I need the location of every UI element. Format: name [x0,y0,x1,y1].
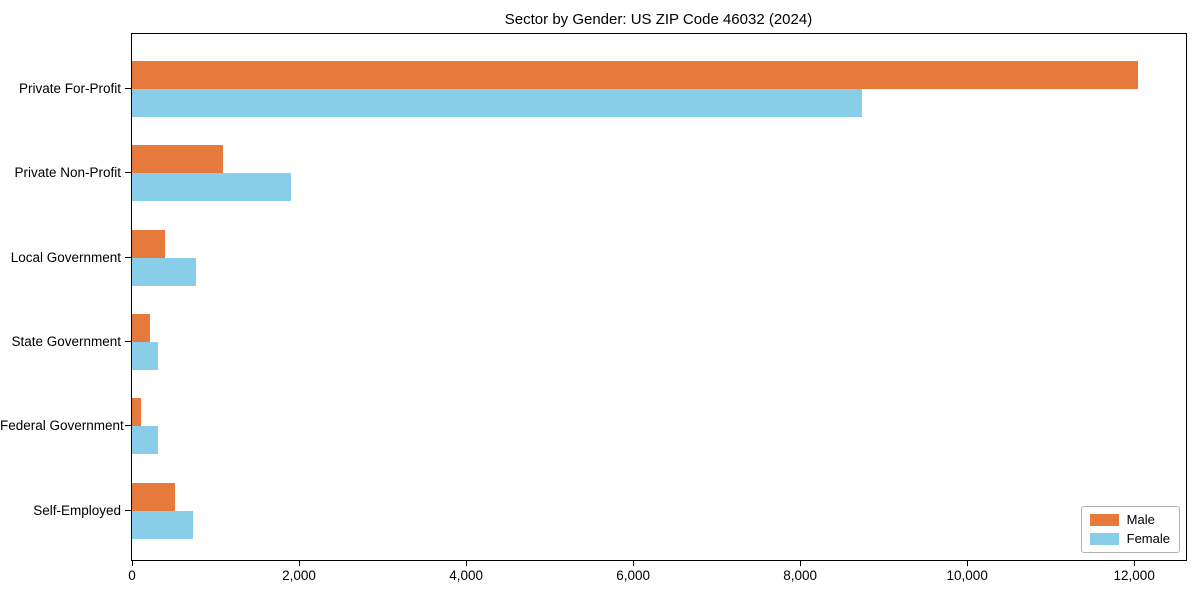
bar-female-federal-government [132,426,159,454]
x-tick-mark [633,561,635,566]
bar-female-state-government [132,342,158,370]
bar-female-private-non-profit [132,173,291,201]
x-tick-mark [132,561,133,566]
y-tick-mark [125,341,131,342]
x-tick-mark [967,561,969,566]
bar-male-local-government [132,230,166,258]
x-tick-label-12000: 12,000 [1113,568,1155,583]
legend: Male Female [1080,506,1180,553]
legend-item-female: Female [1089,531,1170,546]
x-tick-label-6000: 6,000 [616,568,650,583]
legend-item-male: Male [1089,512,1170,527]
x-tick-mark [1134,561,1136,566]
x-tick-label-10000: 10,000 [946,568,988,583]
legend-label-female: Female [1126,531,1170,546]
male-swatch-icon [1089,514,1119,526]
bar-male-federal-government [132,398,141,426]
bar-female-local-government [132,258,197,286]
y-tick-mark [125,257,131,258]
y-tick-mark [125,172,131,173]
bar-female-private-for-profit [132,89,862,117]
x-tick-mark [299,561,300,566]
bar-male-self-employed [132,483,176,511]
x-tick-label-4000: 4,000 [449,568,483,583]
bar-male-private-for-profit [132,61,1138,89]
y-tick-label-state-government: State Government [11,334,121,349]
bar-male-private-non-profit [132,145,223,173]
y-tick-label-self-employed: Self-Employed [33,503,121,518]
x-tick-label-0: 0 [128,568,136,583]
bar-male-state-government [132,314,151,342]
chart-title: Sector by Gender: US ZIP Code 46032 (202… [504,11,813,28]
y-tick-label-federal-government: Federal Government [0,418,124,433]
y-tick-label-local-government: Local Government [10,250,121,265]
plot-area: Male Female [131,33,1187,561]
bar-female-self-employed [132,511,193,539]
x-tick-label-8000: 8,000 [783,568,817,583]
y-tick-mark [125,88,131,89]
y-tick-label-private-non-profit: Private Non-Profit [14,165,121,180]
y-tick-label-private-for-profit: Private For-Profit [18,81,121,96]
female-swatch-icon [1089,533,1119,545]
x-tick-mark [800,561,802,566]
x-tick-label-2000: 2,000 [282,568,316,583]
x-tick-mark [466,561,468,566]
y-tick-mark [125,425,131,426]
y-tick-mark [125,510,131,511]
legend-label-male: Male [1126,512,1155,527]
